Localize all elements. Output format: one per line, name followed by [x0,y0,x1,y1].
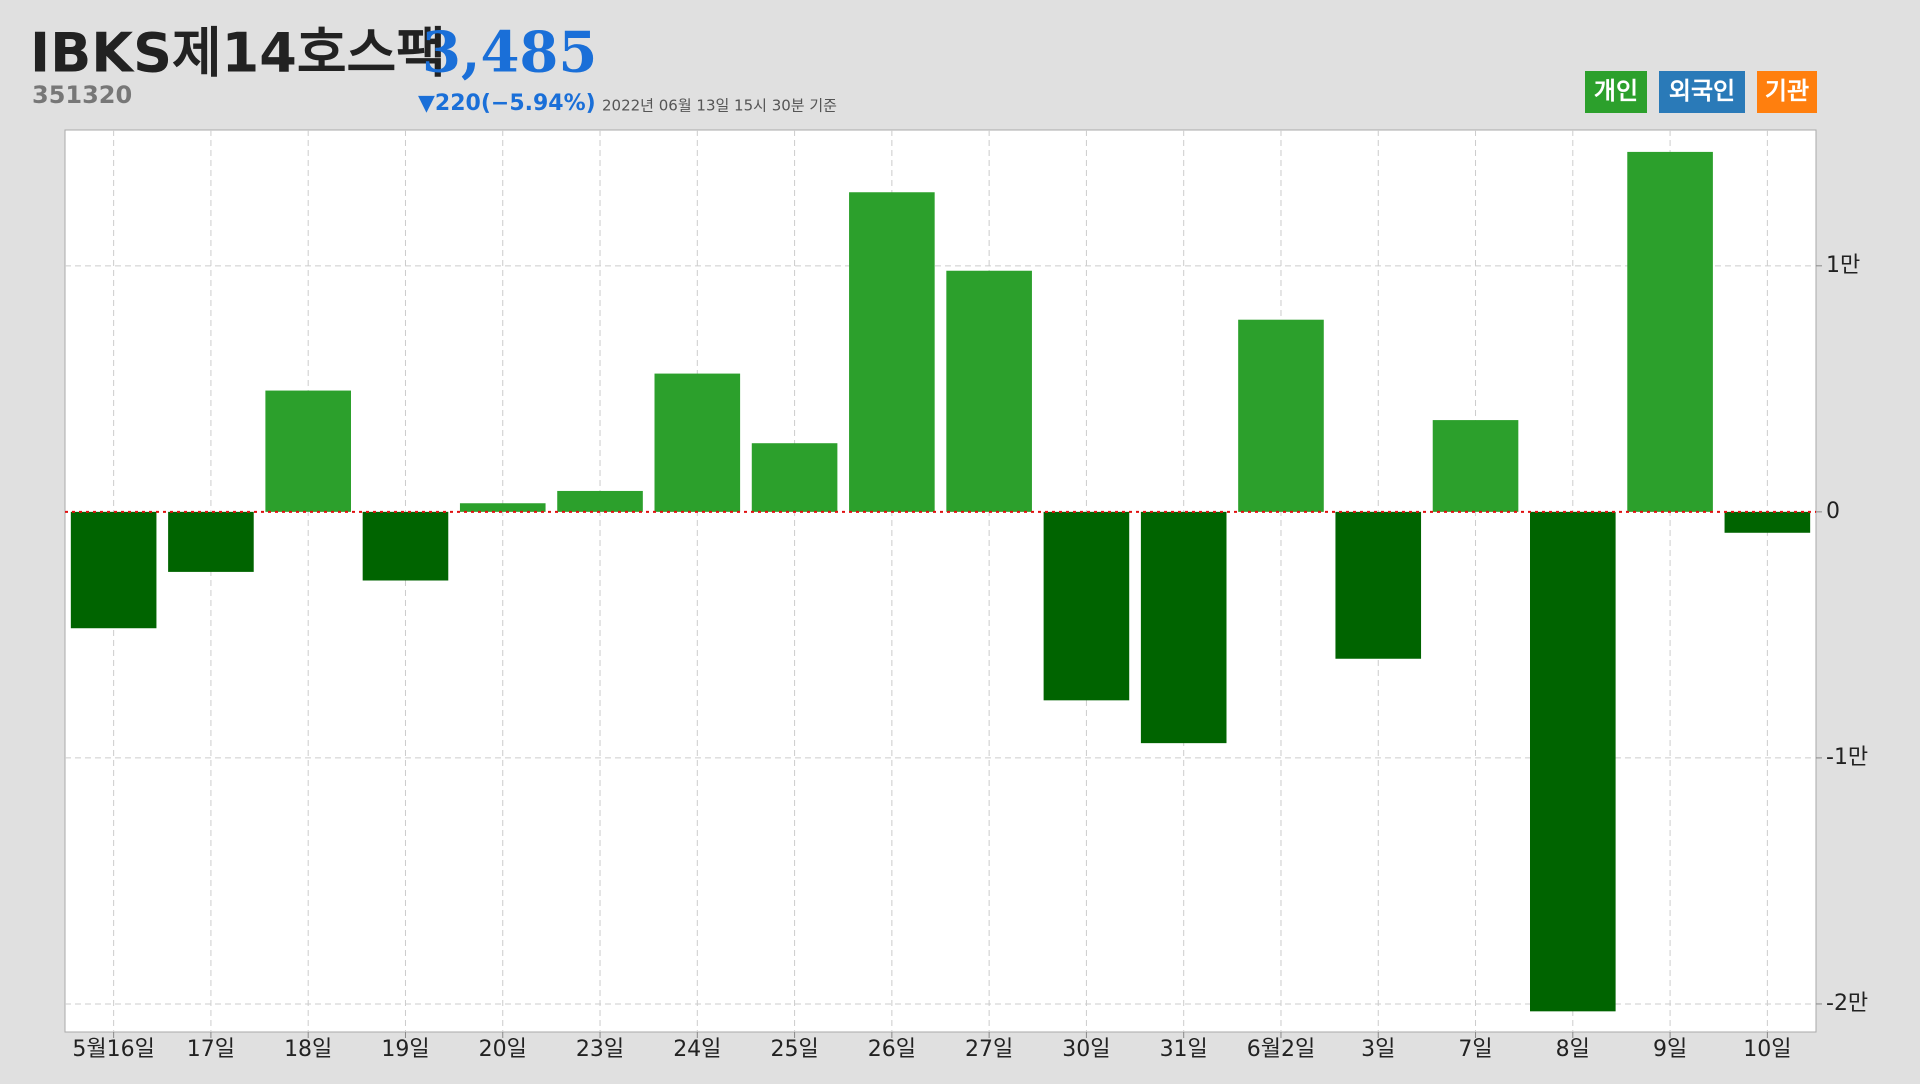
legend-swatch [1585,71,1647,113]
legend-swatch [1659,71,1745,113]
bar [265,390,351,512]
bar [168,511,254,572]
y-tick-label: -2만 [1826,991,1868,1016]
price-change: ▼220(−5.94%) [418,91,596,116]
x-tick-label: 3일 [1361,1037,1395,1062]
x-tick-label: 26일 [868,1037,916,1062]
x-tick-label: 7일 [1458,1037,1492,1062]
x-tick-label: 19일 [381,1037,429,1062]
bar [1432,420,1519,512]
legend-swatch [1757,71,1817,113]
legend-label: 개인 [1594,77,1638,105]
bar [654,373,741,512]
x-tick-label: 27일 [965,1037,1013,1062]
bar [1627,151,1713,512]
bar [557,490,643,512]
bar [849,192,935,512]
bar [1335,511,1422,659]
x-tick-label: 10일 [1743,1037,1791,1062]
plot-area [64,129,1817,1033]
x-tick-label: 17일 [187,1037,235,1062]
legend-label: 외국인 [1669,77,1735,105]
x-tick-label: 8일 [1556,1037,1590,1062]
x-tick-label: 5월16일 [72,1037,154,1062]
y-tick-label: -1만 [1826,745,1868,770]
x-tick-label: 30일 [1062,1037,1110,1062]
x-tick-label: 25일 [770,1037,818,1062]
price: 3,485 [422,20,597,86]
bar [362,511,449,581]
legend-label: 기관 [1765,77,1809,105]
bar [1530,511,1616,1012]
x-tick-label: 18일 [284,1037,332,1062]
y-tick-label: 0 [1826,499,1840,524]
y-tick-label: 1만 [1826,253,1860,278]
x-tick-label: 31일 [1160,1037,1208,1062]
x-tick-label: 23일 [576,1037,624,1062]
bar [1724,511,1811,533]
bar [946,270,1032,512]
bar [751,443,838,512]
stock-code: 351320 [32,81,132,109]
x-tick-label: 24일 [673,1037,721,1062]
x-tick-label: 20일 [479,1037,527,1062]
bar [1238,319,1324,512]
x-tick-label: 9일 [1653,1037,1687,1062]
bar [459,503,546,512]
bar [1140,511,1227,744]
timestamp: 2022년 06월 13일 15시 30분 기준 [602,97,837,115]
stock-name: IBKS제14호스팩 [30,22,446,85]
bar [1043,511,1130,701]
bar [70,511,157,629]
x-tick-label: 6월2일 [1247,1037,1315,1062]
